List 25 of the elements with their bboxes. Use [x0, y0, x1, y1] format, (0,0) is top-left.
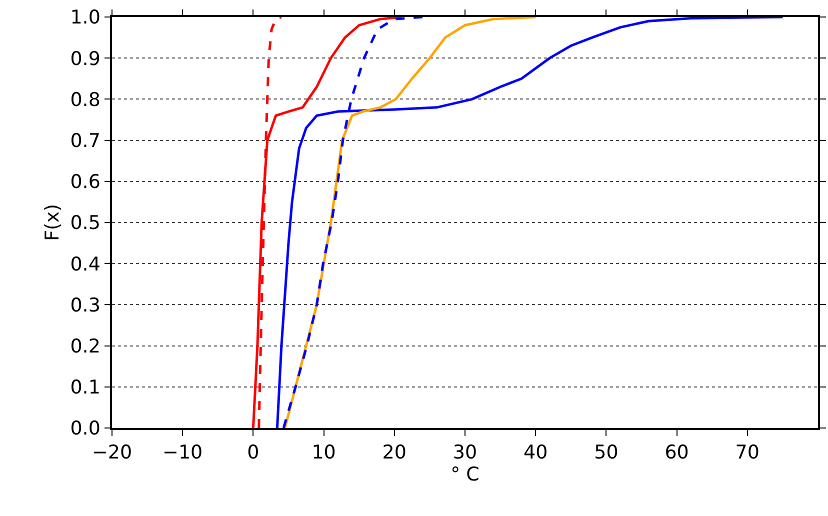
- x-axis-title: ° C: [450, 464, 480, 486]
- y-axis-title: F(x): [42, 204, 64, 241]
- x-tick-label: 60: [664, 442, 689, 464]
- x-tick-label: 10: [312, 442, 336, 464]
- y-tick-label: 0.3: [70, 294, 100, 316]
- x-tick-label: 40: [524, 442, 548, 464]
- x-tick-label: −20: [92, 442, 132, 464]
- x-tick-label: −10: [162, 442, 203, 464]
- y-tick-label: 0.7: [70, 130, 100, 152]
- y-tick-label: 0.9: [70, 48, 100, 70]
- y-tick-label: 0.2: [70, 335, 100, 358]
- y-tick-label: 0.8: [70, 88, 100, 111]
- y-tick-label: 0.0: [70, 418, 100, 440]
- x-tick-label: 20: [382, 442, 406, 464]
- x-tick-label: 0: [247, 442, 260, 464]
- line-series: [252, 17, 403, 428]
- x-tick-label: 50: [594, 442, 618, 464]
- line-series: [276, 17, 784, 428]
- y-tick-label: 0.5: [70, 212, 100, 234]
- x-tick-label: 70: [735, 442, 760, 464]
- y-tick-label: 1.0: [70, 6, 100, 29]
- x-tick-label: 30: [452, 442, 478, 464]
- y-tick-label: 0.4: [70, 253, 100, 276]
- y-tick-label: 0.1: [70, 376, 100, 399]
- y-tick-label: 0.6: [70, 171, 100, 194]
